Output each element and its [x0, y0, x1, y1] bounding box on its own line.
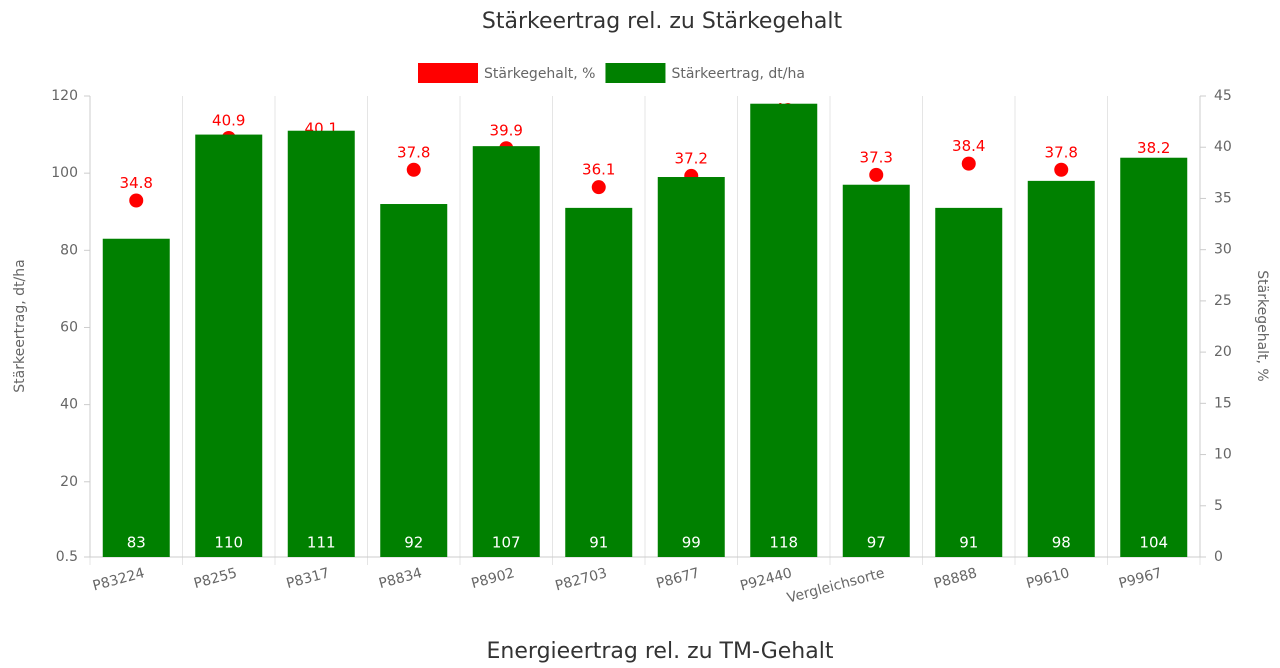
chart-title: Stärkeertrag rel. zu Stärkegehalt: [482, 9, 843, 34]
bar-value-label: 99: [682, 534, 701, 552]
y2-tick-label: 35: [1214, 190, 1232, 206]
point-value-label: 38.2: [1137, 139, 1170, 157]
legend-swatch: [605, 63, 666, 83]
y-tick-label: 80: [60, 242, 78, 258]
y2-tick-label: 5: [1214, 498, 1223, 514]
bar: [842, 184, 910, 557]
point-value-label: 40.9: [212, 112, 245, 130]
bar: [102, 238, 170, 558]
x-tick-label: P8834: [377, 565, 424, 592]
legend-label: Stärkegehalt, %: [484, 66, 595, 82]
point-value-label: 37.3: [860, 148, 893, 166]
bar-value-label: 110: [214, 534, 243, 552]
bar-value-label: 107: [492, 534, 521, 552]
y-tick-label: 120: [51, 88, 78, 104]
point-value-label: 37.8: [1045, 143, 1078, 161]
y-tick-label: 40: [60, 397, 78, 413]
point-value-label: 36.1: [582, 161, 615, 179]
bar-value-label: 104: [1139, 534, 1168, 552]
y-tick-label: 20: [60, 474, 78, 490]
bar: [287, 130, 355, 557]
bar-value-label: 91: [589, 534, 608, 552]
point-value-label: 37.8: [397, 143, 430, 161]
x-tick-label: P9610: [1025, 565, 1072, 592]
y2-tick-label: 15: [1214, 395, 1232, 411]
y2-tick-label: 0: [1214, 549, 1223, 565]
bar: [935, 207, 1003, 557]
point-value-label: 37.2: [675, 149, 708, 167]
point-value-label: 38.4: [952, 137, 985, 155]
bar-value-label: 111: [307, 534, 336, 552]
chart-title: Energieertrag rel. zu TM-Gehalt: [487, 639, 834, 664]
x-tick-label: P82703: [554, 565, 609, 594]
bar-value-label: 97: [867, 534, 886, 552]
y2-tick-label: 40: [1214, 139, 1232, 155]
x-tick-label: P8902: [470, 565, 517, 592]
y2-tick-label: 20: [1214, 344, 1232, 360]
x-tick-label: P8888: [932, 565, 979, 592]
x-tick-label: P8677: [655, 565, 702, 592]
bar: [657, 177, 725, 557]
bar-value-label: 98: [1052, 534, 1071, 552]
x-tick-label: P8317: [285, 565, 332, 592]
point: [129, 193, 144, 208]
bar-value-label: 92: [404, 534, 423, 552]
x-tick-label: P8255: [192, 565, 239, 592]
bar: [195, 134, 263, 558]
x-tick-label: P83224: [91, 565, 146, 594]
point: [869, 167, 884, 182]
y-tick-label: 100: [51, 165, 78, 181]
x-tick-label: P9967: [1117, 565, 1164, 592]
bar-value-label: 91: [959, 534, 978, 552]
y2-tick-label: 25: [1214, 293, 1232, 309]
point: [961, 156, 976, 171]
y2-tick-label: 45: [1214, 88, 1232, 104]
point: [591, 180, 606, 195]
y-axis-label: Stärkeertrag, dt/ha: [12, 259, 28, 392]
bar: [472, 146, 540, 557]
legend-label: Stärkeertrag, dt/ha: [671, 66, 804, 82]
point: [1054, 162, 1069, 177]
y-tick-label: 60: [60, 319, 78, 335]
point: [406, 162, 421, 177]
y2-tick-label: 30: [1214, 242, 1232, 258]
bar: [1027, 180, 1095, 557]
bar-value-label: 118: [769, 534, 798, 552]
x-tick-label: P92440: [739, 565, 794, 594]
point-value-label: 39.9: [490, 122, 523, 140]
point-value-label: 34.8: [120, 174, 153, 192]
bar: [1120, 157, 1188, 557]
bar: [750, 103, 818, 557]
bar-value-label: 83: [127, 534, 146, 552]
y2-axis-label: Stärkegehalt, %: [1254, 270, 1270, 381]
bar: [565, 207, 633, 557]
y2-tick-label: 10: [1214, 447, 1232, 463]
x-tick-label: Vergleichsorte: [785, 565, 886, 606]
y-tick-label: 0.5: [56, 549, 78, 565]
bar: [380, 204, 448, 558]
legend-swatch: [418, 63, 478, 83]
